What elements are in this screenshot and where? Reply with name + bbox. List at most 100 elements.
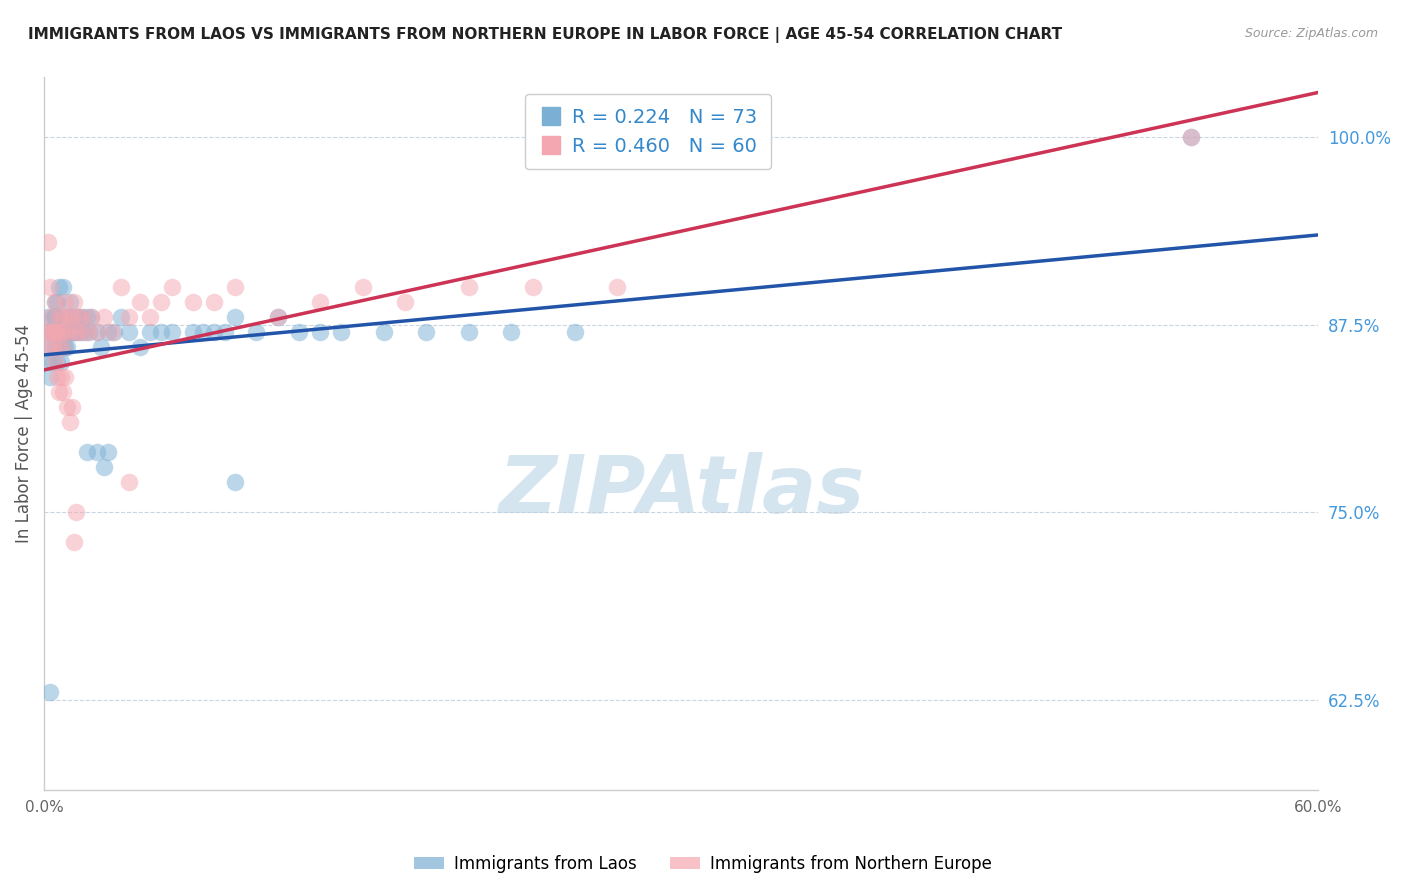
Point xyxy=(181,295,204,310)
Point xyxy=(67,310,90,325)
Point xyxy=(93,310,115,325)
Point xyxy=(58,295,80,310)
Point xyxy=(49,370,72,384)
Point xyxy=(214,326,236,340)
Text: ZIPAtlas: ZIPAtlas xyxy=(498,451,865,530)
Point xyxy=(39,340,62,354)
Point xyxy=(39,370,62,384)
Point xyxy=(56,326,79,340)
Point xyxy=(45,326,67,340)
Point xyxy=(48,340,70,354)
Point xyxy=(245,326,267,340)
Point xyxy=(53,326,76,340)
Point xyxy=(101,326,124,340)
Point xyxy=(309,326,332,340)
Point xyxy=(415,326,437,340)
Point xyxy=(149,295,172,310)
Point xyxy=(65,505,87,519)
Point xyxy=(267,310,290,325)
Point xyxy=(65,310,87,325)
Point xyxy=(60,310,83,325)
Point xyxy=(224,280,246,294)
Point xyxy=(202,295,225,310)
Point xyxy=(72,310,94,325)
Point xyxy=(160,280,183,294)
Point xyxy=(224,475,246,490)
Point xyxy=(73,326,96,340)
Point xyxy=(86,326,108,340)
Point xyxy=(39,310,62,325)
Point xyxy=(37,355,59,369)
Point xyxy=(49,326,72,340)
Point xyxy=(457,280,479,294)
Point xyxy=(1180,130,1202,145)
Text: IMMIGRANTS FROM LAOS VS IMMIGRANTS FROM NORTHERN EUROPE IN LABOR FORCE | AGE 45-: IMMIGRANTS FROM LAOS VS IMMIGRANTS FROM … xyxy=(28,27,1063,43)
Point xyxy=(39,280,62,294)
Point xyxy=(80,310,103,325)
Point xyxy=(77,326,100,340)
Point xyxy=(41,340,63,354)
Point xyxy=(67,310,90,325)
Point xyxy=(52,310,75,325)
Point xyxy=(53,310,76,325)
Point xyxy=(110,280,132,294)
Point xyxy=(48,310,70,325)
Point xyxy=(44,295,66,310)
Point xyxy=(76,445,98,459)
Point xyxy=(139,326,162,340)
Point xyxy=(181,326,204,340)
Point xyxy=(501,326,523,340)
Point xyxy=(44,295,66,310)
Point xyxy=(41,326,63,340)
Point xyxy=(606,280,628,294)
Point xyxy=(37,235,59,250)
Point xyxy=(56,340,79,354)
Point xyxy=(37,310,59,325)
Y-axis label: In Labor Force | Age 45-54: In Labor Force | Age 45-54 xyxy=(15,324,32,543)
Point xyxy=(35,326,58,340)
Point xyxy=(53,295,76,310)
Point xyxy=(76,310,98,325)
Point xyxy=(45,370,67,384)
Point xyxy=(118,326,141,340)
Legend: R = 0.224   N = 73, R = 0.460   N = 60: R = 0.224 N = 73, R = 0.460 N = 60 xyxy=(526,95,770,169)
Text: Source: ZipAtlas.com: Source: ZipAtlas.com xyxy=(1244,27,1378,40)
Point xyxy=(65,326,87,340)
Point xyxy=(49,326,72,340)
Point xyxy=(41,355,63,369)
Point xyxy=(352,280,374,294)
Point xyxy=(457,326,479,340)
Point xyxy=(69,326,91,340)
Point xyxy=(193,326,215,340)
Point xyxy=(58,326,80,340)
Point xyxy=(394,295,416,310)
Point xyxy=(49,355,72,369)
Point xyxy=(288,326,311,340)
Point xyxy=(63,535,86,549)
Point xyxy=(65,326,87,340)
Point xyxy=(90,340,112,354)
Point xyxy=(118,475,141,490)
Point xyxy=(149,326,172,340)
Point xyxy=(53,326,76,340)
Point xyxy=(52,385,75,400)
Point xyxy=(53,370,76,384)
Point xyxy=(80,310,103,325)
Point xyxy=(60,310,83,325)
Point xyxy=(60,326,83,340)
Point xyxy=(76,326,98,340)
Point xyxy=(48,385,70,400)
Point xyxy=(48,340,70,354)
Point xyxy=(267,310,290,325)
Point xyxy=(60,401,83,415)
Point xyxy=(86,445,108,459)
Point xyxy=(39,326,62,340)
Point xyxy=(110,310,132,325)
Point xyxy=(52,340,75,354)
Point xyxy=(45,326,67,340)
Point xyxy=(373,326,395,340)
Point xyxy=(97,326,120,340)
Point xyxy=(93,460,115,475)
Point xyxy=(564,326,586,340)
Point xyxy=(44,340,66,354)
